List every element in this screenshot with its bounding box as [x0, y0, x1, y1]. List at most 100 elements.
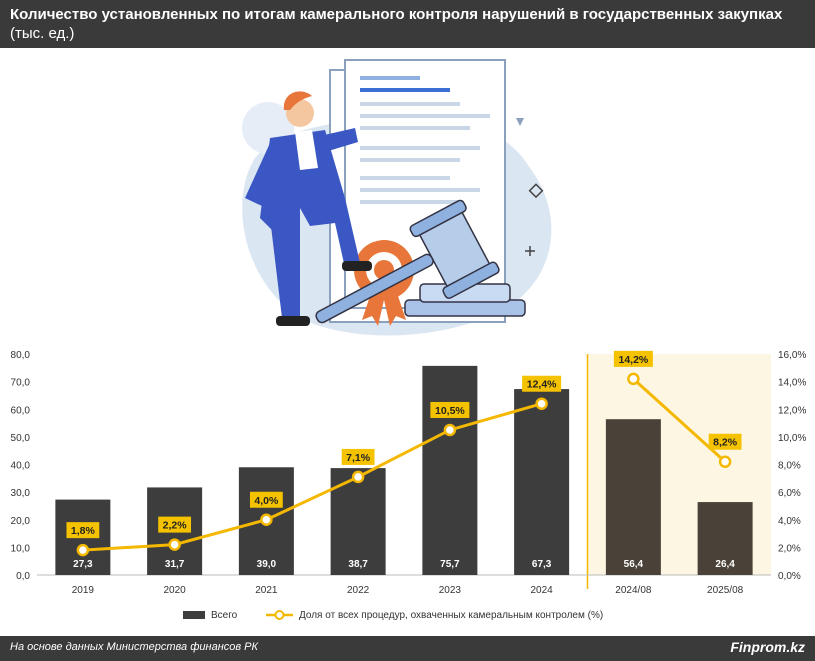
line-point	[535, 397, 548, 410]
bar-value-label: 31,7	[165, 559, 185, 570]
legend-line-marker	[274, 610, 285, 620]
y-left-tick-label: 30,0	[11, 488, 31, 499]
x-tick-label: 2021	[255, 585, 278, 596]
line-value-label: 1,8%	[71, 525, 96, 537]
document-line	[360, 102, 460, 106]
document-line	[360, 114, 490, 118]
y-right-tick-label: 14,0%	[778, 378, 806, 389]
x-tick-label: 2023	[439, 585, 462, 596]
document-line	[360, 126, 470, 130]
y-right-tick-label: 0,0%	[778, 571, 801, 582]
x-tick-label: 2025/08	[707, 585, 744, 596]
illustration-graphic	[242, 59, 552, 336]
x-tick-label: 2024/08	[615, 585, 652, 596]
bar-value-label: 56,4	[624, 559, 644, 570]
y-left-tick-label: 20,0	[11, 516, 31, 527]
bar-value-label: 39,0	[257, 559, 277, 570]
y-left-tick-label: 60,0	[11, 405, 31, 416]
bar	[514, 389, 570, 575]
line-label-box	[66, 522, 100, 539]
illustration	[0, 48, 815, 340]
bar	[605, 419, 661, 575]
chart-unit: (тыс. ед.)	[10, 25, 75, 42]
document-line	[360, 88, 450, 92]
person-shoe	[342, 261, 372, 271]
person-shoe	[276, 316, 310, 326]
gavel	[315, 199, 500, 324]
y-right-tick-label: 12,0%	[778, 405, 806, 416]
person-leg	[270, 208, 300, 318]
y-left-tick-label: 40,0	[11, 461, 31, 472]
footer-source: На основе данных Министерства финансов Р…	[10, 641, 258, 653]
line-label-box	[613, 350, 653, 367]
legend-line-label: Доля от всех процедур, охваченных камера…	[299, 610, 603, 621]
chart: 0,0 10,0 20,0 30,0 40,0 50,0 60,0 70,0 80,0 0,0% 2…	[0, 340, 815, 635]
person-hair	[283, 91, 312, 110]
chart-title: Количество установленных по итогам камер…	[10, 6, 783, 23]
bar	[697, 502, 753, 575]
x-tick-label: 2024	[531, 585, 554, 596]
line-point	[718, 455, 732, 468]
y-right-tick-label: 2,0%	[778, 543, 801, 554]
x-tick-label: 2019	[72, 585, 95, 596]
legend-bar-swatch	[183, 611, 205, 619]
x-tick-label: 2022	[347, 585, 370, 596]
person-shirt	[295, 130, 318, 170]
footer-brand: Finprom.kz	[730, 639, 805, 655]
document-line	[360, 176, 450, 180]
chart-header: Количество установленных по итогам камер…	[0, 0, 815, 48]
y-right-tick-label: 8,0%	[778, 461, 801, 472]
line-value-label: 12,4%	[527, 379, 557, 391]
person-leg	[300, 198, 360, 268]
decor-diamond	[528, 183, 544, 199]
line-label-box	[708, 433, 742, 450]
y-right-tick-label: 6,0%	[778, 488, 801, 499]
y-left-tick-label: 0,0	[16, 571, 30, 582]
line-value-label: 7,1%	[346, 452, 371, 464]
y-right-tick-label: 16,0%	[778, 350, 806, 361]
bar-value-label: 67,3	[532, 559, 552, 570]
x-tick-label: 2020	[164, 585, 187, 596]
y-right-tick-label: 4,0%	[778, 516, 801, 527]
chart-canvas: 0,0 10,0 20,0 30,0 40,0 50,0 60,0 70,0 80,0 0,0% 2…	[11, 350, 807, 621]
decor-sparkle	[525, 246, 535, 256]
line-label-box	[341, 448, 375, 465]
line-label-box	[430, 401, 470, 418]
document-line	[360, 188, 480, 192]
seal-ribbon	[362, 296, 384, 326]
footer: На основе данных Министерства финансов Р…	[0, 636, 815, 661]
line-value-label: 4,0%	[254, 495, 279, 507]
bar-value-label: 75,7	[440, 559, 460, 570]
line-series	[82, 402, 543, 552]
y-left-tick-label: 50,0	[11, 433, 31, 444]
decor-triangle	[516, 118, 524, 126]
line-value-label: 14,2%	[618, 354, 648, 366]
line-point	[627, 372, 640, 386]
bar-value-label: 27,3	[73, 559, 93, 570]
line-point	[76, 543, 90, 557]
document-line	[360, 146, 480, 150]
person-arm	[320, 128, 358, 152]
y-left-tick-label: 80,0	[11, 350, 31, 361]
line-value-label: 10,5%	[435, 405, 465, 417]
legend-bar-label: Всего	[211, 610, 238, 621]
document-line	[360, 76, 420, 80]
y-right-tick-label: 10,0%	[778, 433, 806, 444]
document-line	[360, 158, 460, 162]
person-arm	[245, 143, 280, 206]
bar-value-label: 38,7	[348, 559, 368, 570]
y-left-tick-label: 10,0	[11, 543, 31, 554]
line-label-box	[249, 491, 283, 508]
line-point	[443, 423, 457, 437]
line-point	[351, 470, 365, 484]
y-left-tick-label: 70,0	[11, 378, 31, 389]
line-label-box	[158, 516, 192, 533]
line-value-label: 8,2%	[713, 437, 738, 449]
line-point	[260, 513, 273, 526]
document-line	[360, 200, 460, 204]
line-point	[168, 538, 181, 551]
bar-value-label: 26,4	[715, 559, 735, 570]
seal-ribbon	[384, 296, 406, 326]
line-label-box	[522, 375, 562, 392]
line-value-label: 2,2%	[163, 520, 188, 532]
